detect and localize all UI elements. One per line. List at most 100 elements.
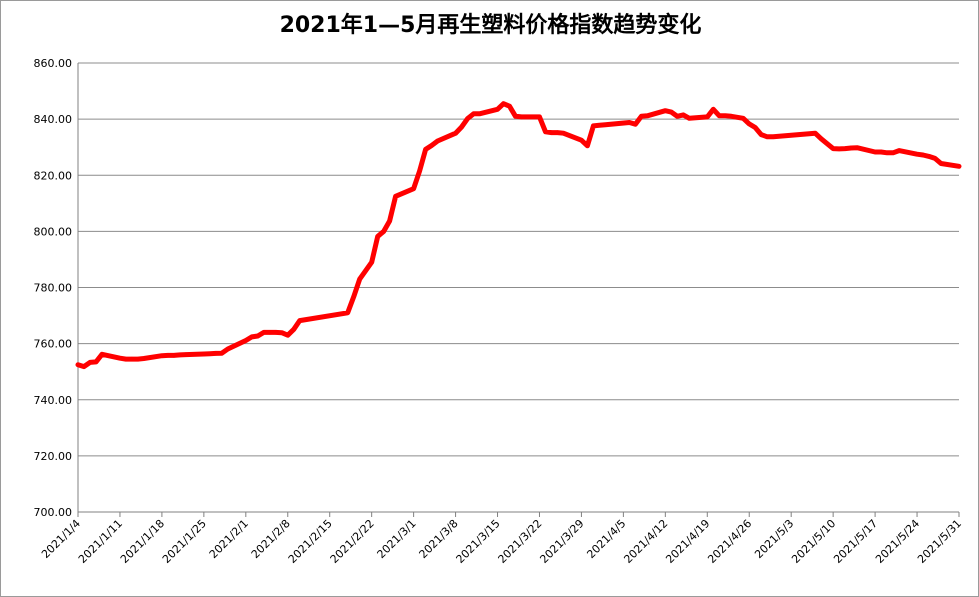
x-tick-label: 2021/2/8 (249, 517, 293, 561)
data-point (423, 147, 428, 152)
y-tick-label: 720.00 (34, 450, 73, 463)
data-point (537, 114, 542, 120)
x-tick-label: 2021/1/25 (160, 517, 209, 566)
data-point (687, 116, 692, 121)
data-point (501, 101, 506, 106)
y-tick-label: 820.00 (34, 169, 73, 182)
data-point (465, 116, 470, 121)
x-tick-label: 2021/3/22 (496, 517, 545, 566)
data-point (854, 145, 860, 150)
data-point (183, 352, 189, 357)
x-tick-label: 2021/1/11 (76, 517, 125, 566)
data-point (435, 138, 440, 144)
data-point (956, 164, 962, 169)
data-point (207, 351, 213, 356)
data-point (453, 131, 458, 136)
y-tick-label: 800.00 (34, 225, 73, 238)
data-point (555, 130, 560, 135)
data-point (813, 131, 818, 136)
data-point (255, 333, 260, 339)
data-point (459, 124, 464, 130)
data-point (357, 276, 362, 282)
data-point (273, 330, 278, 335)
data-point (633, 122, 638, 127)
data-point (171, 353, 177, 358)
y-axis-tick-labels: 860.00 840.00 820.00 800.00 780.00 760.00 740.… (34, 57, 73, 519)
x-tick-label: 2021/5/10 (789, 517, 838, 566)
data-point (507, 104, 512, 109)
data-point (741, 116, 746, 121)
data-point (848, 145, 854, 151)
data-point (759, 132, 764, 137)
data-point (549, 130, 554, 135)
data-point (279, 330, 284, 335)
data-point (225, 346, 230, 352)
data-point (591, 123, 596, 129)
data-point (219, 351, 224, 356)
data-point (579, 138, 584, 143)
x-axis-tick-labels: 2021/1/42021/1/112021/1/182021/1/252021/… (39, 517, 964, 566)
data-point (411, 186, 416, 191)
data-point (872, 149, 878, 155)
x-tick-label: 2021/2/15 (286, 517, 335, 566)
data-point (267, 330, 272, 335)
x-tick-label: 2021/4/12 (621, 517, 670, 566)
x-tick-label: 2021/5/17 (831, 517, 880, 566)
data-point (261, 330, 266, 335)
data-point (807, 131, 812, 136)
chart-title: 2021年1—5月再生塑料价格指数趋势变化 (279, 13, 702, 38)
data-point (932, 156, 938, 161)
data-point (519, 114, 524, 120)
data-point (705, 114, 710, 120)
data-point (291, 327, 296, 332)
y-tick-label: 780.00 (34, 282, 73, 295)
y-tick-label: 760.00 (34, 338, 73, 351)
x-tick-label: 2021/5/24 (873, 517, 922, 566)
y-tick-label: 700.00 (34, 506, 73, 519)
data-point (645, 113, 650, 119)
x-tick-label: 2021/3/1 (375, 517, 419, 561)
data-point (627, 120, 632, 125)
data-point (297, 318, 302, 323)
x-tick-label: 2021/5/31 (915, 517, 964, 566)
data-point (669, 109, 674, 115)
x-tick-label: 2021/2/1 (207, 517, 251, 561)
data-point (842, 146, 848, 151)
data-point (938, 161, 944, 166)
data-point (543, 129, 548, 134)
data-point (201, 351, 207, 357)
x-tick-label: 2021/4/26 (705, 517, 754, 566)
data-point (285, 333, 290, 338)
data-point (429, 143, 434, 148)
data-point (771, 134, 776, 139)
y-tick-label: 860.00 (34, 57, 73, 70)
data-point (81, 364, 87, 369)
data-point (597, 123, 602, 128)
data-point (723, 113, 728, 119)
x-tick-label: 2021/2/22 (328, 517, 377, 566)
data-point (417, 168, 422, 174)
gridlines (78, 62, 959, 513)
x-tick-label: 2021/3/15 (454, 517, 503, 566)
data-point (495, 107, 500, 112)
data-point (123, 356, 129, 362)
data-point (129, 356, 135, 362)
data-point (681, 112, 686, 118)
x-tick-label: 2021/4/5 (584, 517, 628, 561)
data-point (711, 107, 716, 112)
x-tick-label: 2021/3/8 (417, 517, 461, 561)
x-tick-label: 2021/1/18 (118, 517, 167, 566)
y-tick-label: 840.00 (34, 113, 73, 126)
data-point (75, 362, 81, 367)
data-point (381, 229, 386, 234)
data-point (387, 218, 392, 224)
data-point (375, 234, 380, 239)
axes (77, 63, 960, 517)
data-point (819, 136, 824, 141)
data-point (884, 150, 890, 155)
data-point (369, 260, 374, 265)
data-point (117, 356, 123, 361)
data-point (345, 310, 350, 315)
